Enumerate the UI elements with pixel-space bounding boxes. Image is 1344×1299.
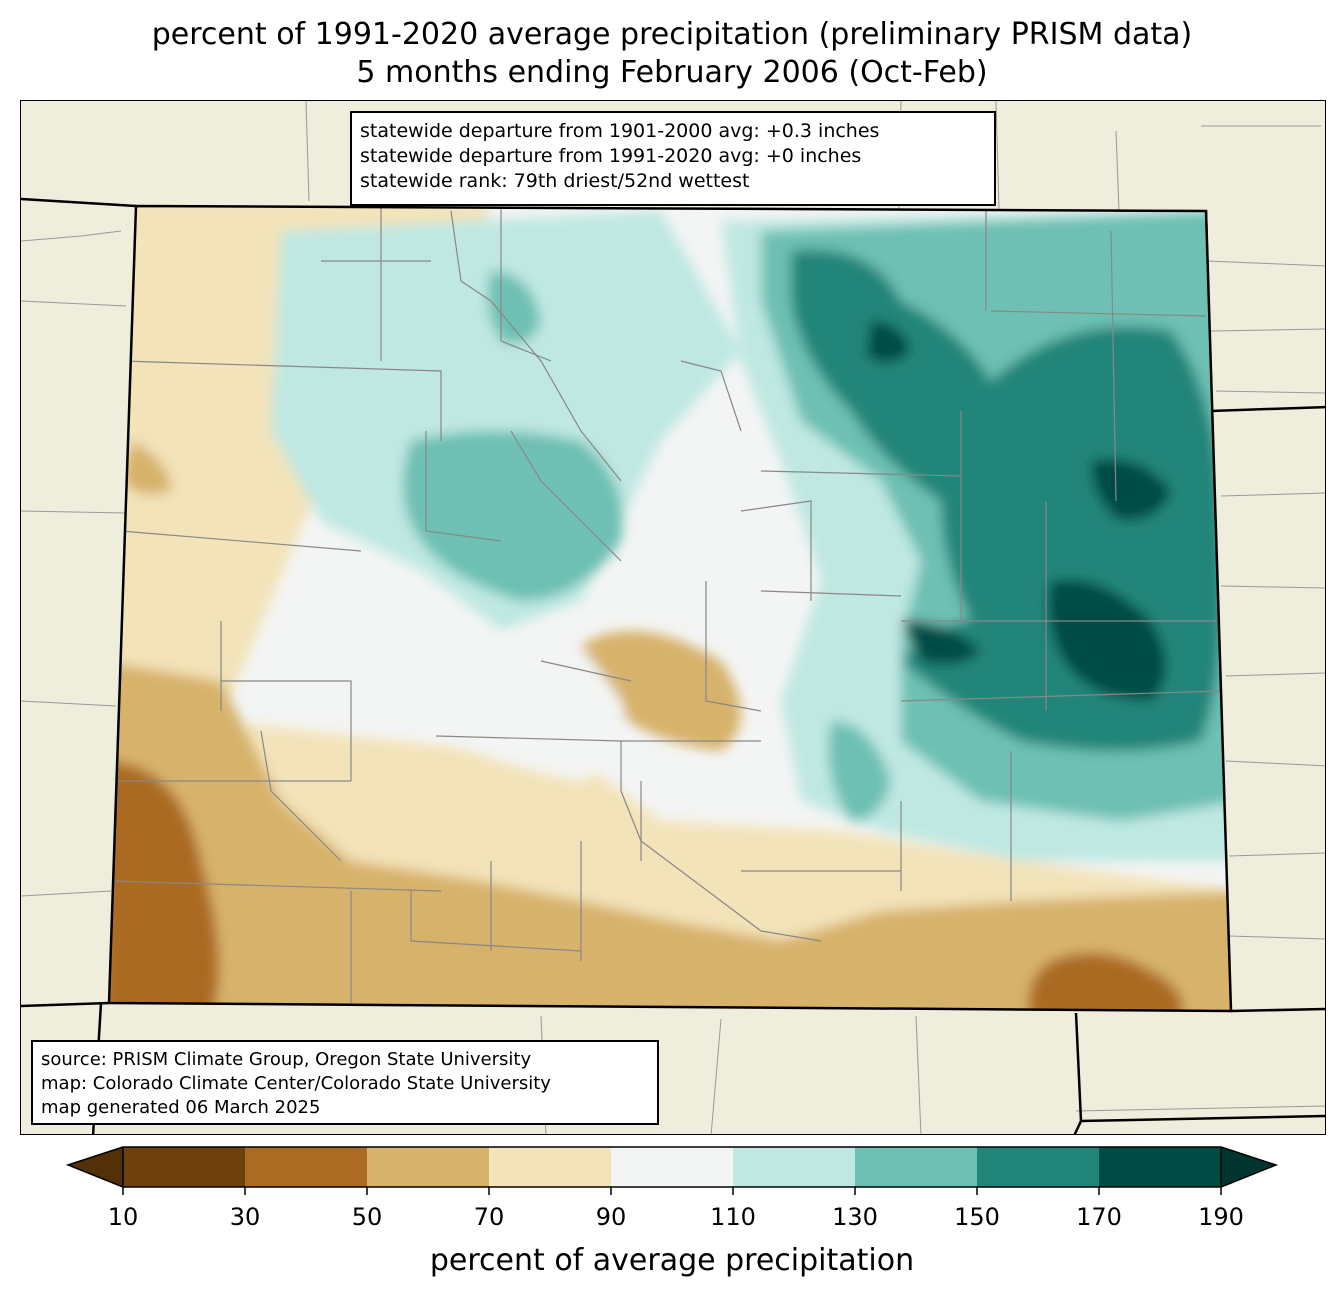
stats-rank: statewide rank: 79th driest/52nd wettest <box>360 170 750 192</box>
map-subtitle: 5 months ending February 2006 (Oct-Feb) <box>356 55 988 90</box>
colorbar-tick-label: 30 <box>230 1203 261 1231</box>
colorbar-arrow-outline <box>65 1146 124 1188</box>
stats-line-1901-2000: statewide departure from 1901-2000 avg: … <box>360 120 880 142</box>
colorbar-arrow-outline-right <box>1220 1146 1279 1188</box>
generated-date-line: map generated 06 March 2025 <box>41 1097 321 1118</box>
colorbar: 10 30 50 70 90 110 130 150 170 190 <box>65 1146 1279 1231</box>
colorbar-tick-label: 90 <box>596 1203 627 1231</box>
colorbar-tick-label: 70 <box>474 1203 505 1231</box>
colorbar-label: percent of average precipitation <box>429 1243 915 1278</box>
colorbar-tick-label: 50 <box>352 1203 383 1231</box>
colorbar-tick-label: 10 <box>108 1203 139 1231</box>
colorbar-segment <box>977 1147 1100 1187</box>
source-box: source: PRISM Climate Group, Oregon Stat… <box>31 1040 659 1125</box>
colorbar-tick-label: 190 <box>1198 1203 1244 1231</box>
colorbar-tick-label: 170 <box>1076 1203 1122 1231</box>
colorbar-outline <box>122 1146 1222 1188</box>
colorbar-under-arrow <box>68 1147 123 1187</box>
colorbar-tick-label: 130 <box>832 1203 878 1231</box>
map-title: percent of 1991-2020 average precipitati… <box>151 17 1193 52</box>
source-line: source: PRISM Climate Group, Oregon Stat… <box>41 1049 532 1070</box>
colorbar-tick-label: 150 <box>954 1203 1000 1231</box>
colorbar-segment <box>1099 1147 1222 1187</box>
colorbar-segment <box>611 1147 734 1187</box>
colorbar-segment <box>245 1147 368 1187</box>
colorbar-segment <box>123 1147 246 1187</box>
colorbar-segment <box>733 1147 856 1187</box>
precip-field <box>109 206 1231 1011</box>
colorbar-segment <box>855 1147 978 1187</box>
stats-box: statewide departure from 1901-2000 avg: … <box>350 111 996 206</box>
colorbar-segment <box>489 1147 612 1187</box>
neighbor-state-lines <box>21 101 1325 1134</box>
colorbar-segment <box>367 1147 490 1187</box>
map-frame <box>20 100 1326 1135</box>
map-credit-line: map: Colorado Climate Center/Colorado St… <box>41 1073 551 1094</box>
colorbar-ticks: 10 30 50 70 90 110 130 150 170 190 <box>108 1187 1244 1231</box>
colorado-precip-map <box>21 101 1325 1134</box>
stats-line-1991-2020: statewide departure from 1991-2020 avg: … <box>360 145 862 167</box>
county-lines <box>110 206 1222 1006</box>
colorbar-segments <box>123 1147 1222 1187</box>
colorbar-tick-label: 110 <box>710 1203 756 1231</box>
colorado-border <box>107 204 1233 1013</box>
colorbar-over-arrow <box>1221 1147 1276 1187</box>
